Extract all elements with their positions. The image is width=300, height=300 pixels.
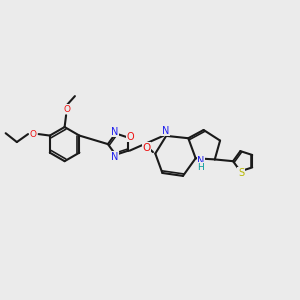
Text: O: O [126, 132, 134, 142]
Text: N: N [111, 152, 119, 161]
Text: N: N [162, 126, 169, 136]
Text: S: S [238, 168, 244, 178]
Text: N: N [111, 127, 119, 137]
Text: O: O [64, 105, 70, 114]
Text: O: O [30, 130, 37, 139]
Text: N: N [197, 156, 205, 166]
Text: H: H [198, 163, 204, 172]
Text: O: O [142, 142, 151, 153]
